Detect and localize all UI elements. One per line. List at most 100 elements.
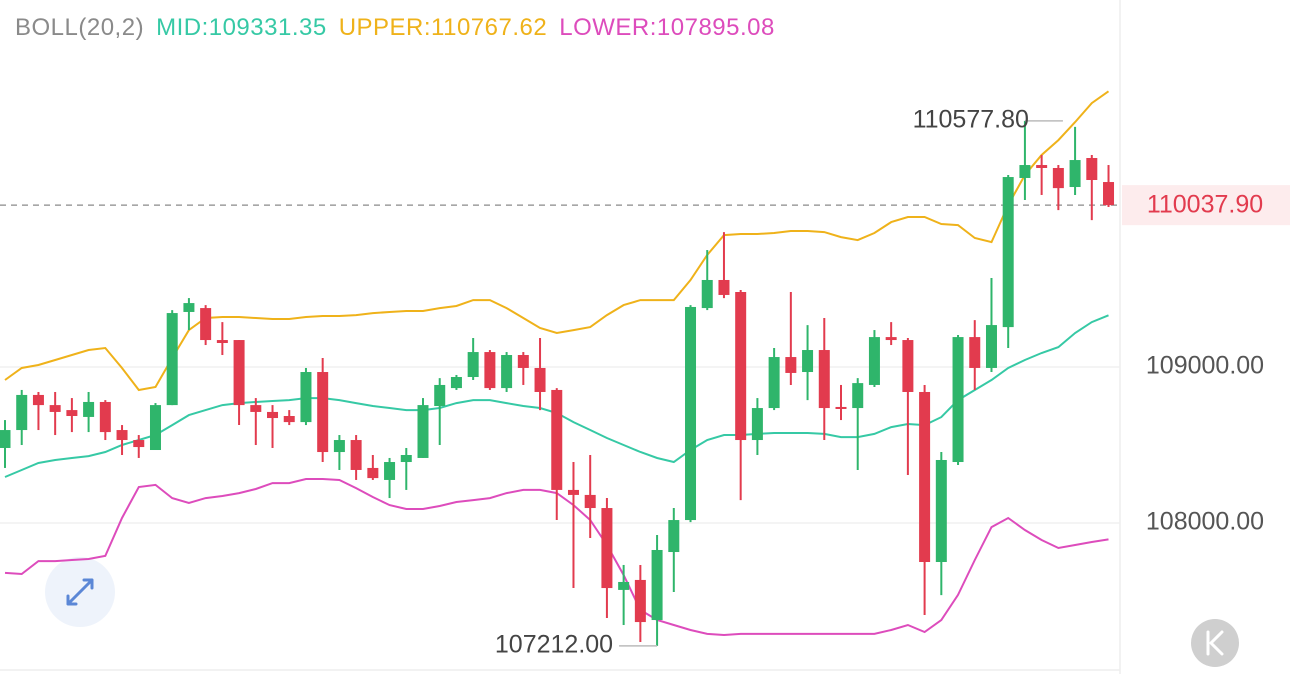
candle bbox=[233, 340, 245, 426]
candle bbox=[902, 338, 914, 475]
candle bbox=[601, 498, 613, 619]
candle-body bbox=[49, 405, 61, 412]
candle bbox=[852, 378, 864, 470]
candle-body bbox=[166, 313, 178, 406]
candle-body bbox=[618, 581, 630, 590]
candle bbox=[317, 357, 329, 463]
candle bbox=[567, 462, 579, 589]
candle-body bbox=[434, 384, 446, 407]
candle bbox=[718, 232, 730, 299]
candle-body bbox=[952, 337, 964, 463]
candle-body bbox=[99, 401, 111, 433]
low-marker-label: 107212.00 bbox=[495, 631, 613, 659]
candle-body bbox=[149, 405, 161, 451]
candle bbox=[484, 350, 496, 390]
candle-body bbox=[267, 411, 279, 419]
back-button[interactable] bbox=[1191, 619, 1239, 667]
candle-body bbox=[551, 389, 563, 490]
candle-body bbox=[384, 462, 396, 480]
candle bbox=[685, 305, 697, 523]
candle bbox=[99, 400, 111, 441]
candle bbox=[651, 535, 663, 646]
legend-entry: UPPER:110767.62 bbox=[338, 14, 548, 41]
candle bbox=[350, 435, 362, 480]
candle bbox=[333, 435, 345, 470]
candle-body bbox=[735, 291, 747, 441]
candle bbox=[200, 305, 212, 346]
candle bbox=[935, 452, 947, 596]
candle bbox=[768, 347, 780, 411]
candle bbox=[1103, 165, 1115, 207]
candle-body bbox=[1103, 182, 1115, 206]
candle bbox=[1019, 120, 1031, 200]
candle bbox=[919, 384, 931, 616]
candle-body bbox=[450, 377, 462, 389]
candle-body bbox=[567, 489, 579, 495]
candle bbox=[868, 330, 880, 387]
candle bbox=[250, 398, 262, 446]
candle bbox=[885, 322, 897, 346]
candle-body bbox=[785, 357, 797, 373]
candle bbox=[551, 388, 563, 521]
candle bbox=[300, 367, 312, 426]
candle bbox=[517, 352, 529, 385]
candle-body bbox=[802, 350, 814, 373]
candle-body bbox=[216, 340, 228, 344]
back-icon[interactable] bbox=[1206, 630, 1224, 656]
candle-body bbox=[83, 401, 95, 417]
candle-body bbox=[751, 408, 763, 441]
candle bbox=[417, 398, 429, 458]
y-tick-label: 109000.00 bbox=[1146, 352, 1264, 380]
candle bbox=[835, 384, 847, 421]
candle-body bbox=[1086, 158, 1098, 181]
candle bbox=[283, 410, 295, 426]
candle bbox=[400, 447, 412, 490]
candle-body bbox=[668, 520, 680, 553]
candle-body bbox=[651, 549, 663, 621]
candle-body bbox=[233, 340, 245, 406]
candle bbox=[16, 389, 28, 446]
candle bbox=[802, 325, 814, 401]
candle-body bbox=[484, 352, 496, 389]
candle-body bbox=[1052, 167, 1064, 189]
candle-body bbox=[1036, 165, 1048, 168]
candle-body bbox=[685, 306, 697, 521]
last-price-label: 110037.90 bbox=[1147, 191, 1263, 219]
candle bbox=[668, 508, 680, 592]
candle-body bbox=[969, 337, 981, 368]
candle-body bbox=[935, 459, 947, 563]
candle bbox=[49, 391, 61, 436]
candle-body bbox=[852, 383, 864, 409]
candle-body bbox=[818, 350, 830, 409]
expand-button[interactable] bbox=[45, 557, 115, 627]
candle-body bbox=[634, 579, 646, 623]
indicator-name: BOLL(20,2) bbox=[15, 14, 145, 41]
legend-entry: MID:109331.35 bbox=[156, 14, 327, 41]
candle bbox=[969, 320, 981, 390]
candle-body bbox=[317, 372, 329, 453]
candle-body bbox=[133, 440, 145, 448]
candle bbox=[116, 425, 128, 456]
candle-body bbox=[868, 337, 880, 385]
candle bbox=[83, 391, 95, 433]
back-button-bg[interactable] bbox=[1191, 619, 1239, 667]
candle-body bbox=[534, 367, 546, 392]
candle bbox=[501, 352, 513, 392]
candle bbox=[384, 457, 396, 499]
candle-body bbox=[417, 405, 429, 458]
candle-body bbox=[835, 406, 847, 409]
candle bbox=[618, 564, 630, 626]
candle-body bbox=[701, 279, 713, 309]
candle bbox=[785, 291, 797, 385]
candle bbox=[367, 455, 379, 480]
candle-body bbox=[919, 391, 931, 563]
high-marker-label: 110577.80 bbox=[913, 106, 1029, 134]
expand-icon[interactable] bbox=[66, 578, 94, 606]
band-line bbox=[4, 90, 1110, 392]
candle-body bbox=[985, 325, 997, 368]
candle-body bbox=[885, 337, 897, 341]
candle bbox=[66, 398, 78, 433]
candle-body bbox=[517, 355, 529, 368]
candle-body bbox=[367, 467, 379, 479]
last-price-box bbox=[1122, 185, 1290, 226]
